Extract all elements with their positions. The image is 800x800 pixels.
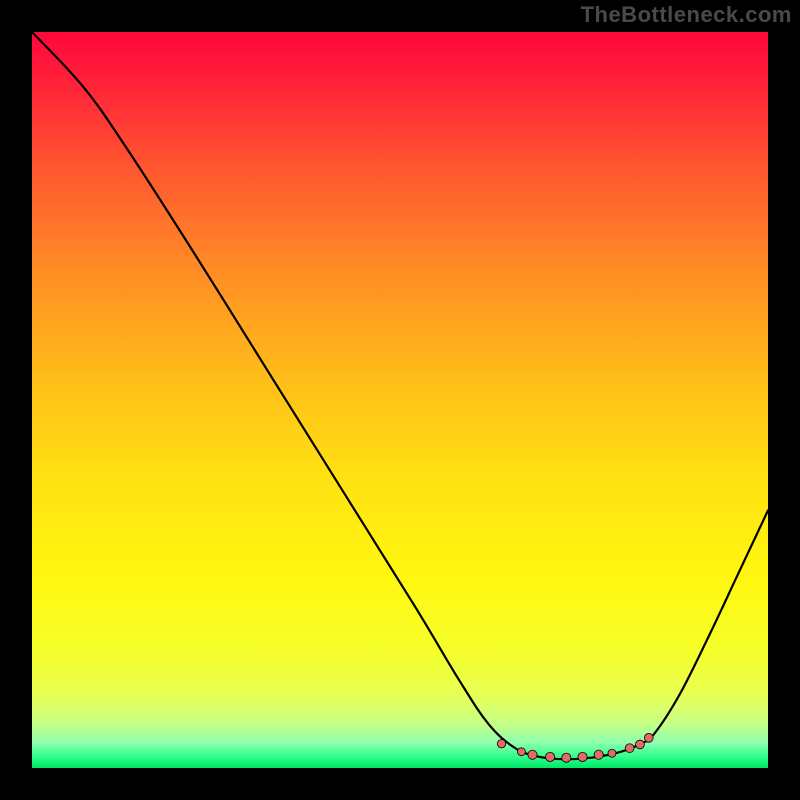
- data-marker: [528, 750, 537, 759]
- curve-layer: [32, 32, 768, 768]
- data-marker: [497, 740, 505, 748]
- watermark-text: TheBottleneck.com: [581, 2, 792, 28]
- bottleneck-curve: [32, 32, 768, 759]
- data-marker: [562, 753, 571, 762]
- data-marker: [644, 733, 653, 742]
- data-marker: [546, 752, 555, 761]
- chart-container: TheBottleneck.com: [0, 0, 800, 800]
- data-marker: [625, 744, 634, 753]
- plot-area: [32, 32, 768, 768]
- data-marker: [594, 750, 603, 759]
- data-marker: [517, 748, 525, 756]
- data-marker: [578, 752, 587, 761]
- data-marker: [636, 740, 645, 749]
- data-marker: [608, 749, 616, 757]
